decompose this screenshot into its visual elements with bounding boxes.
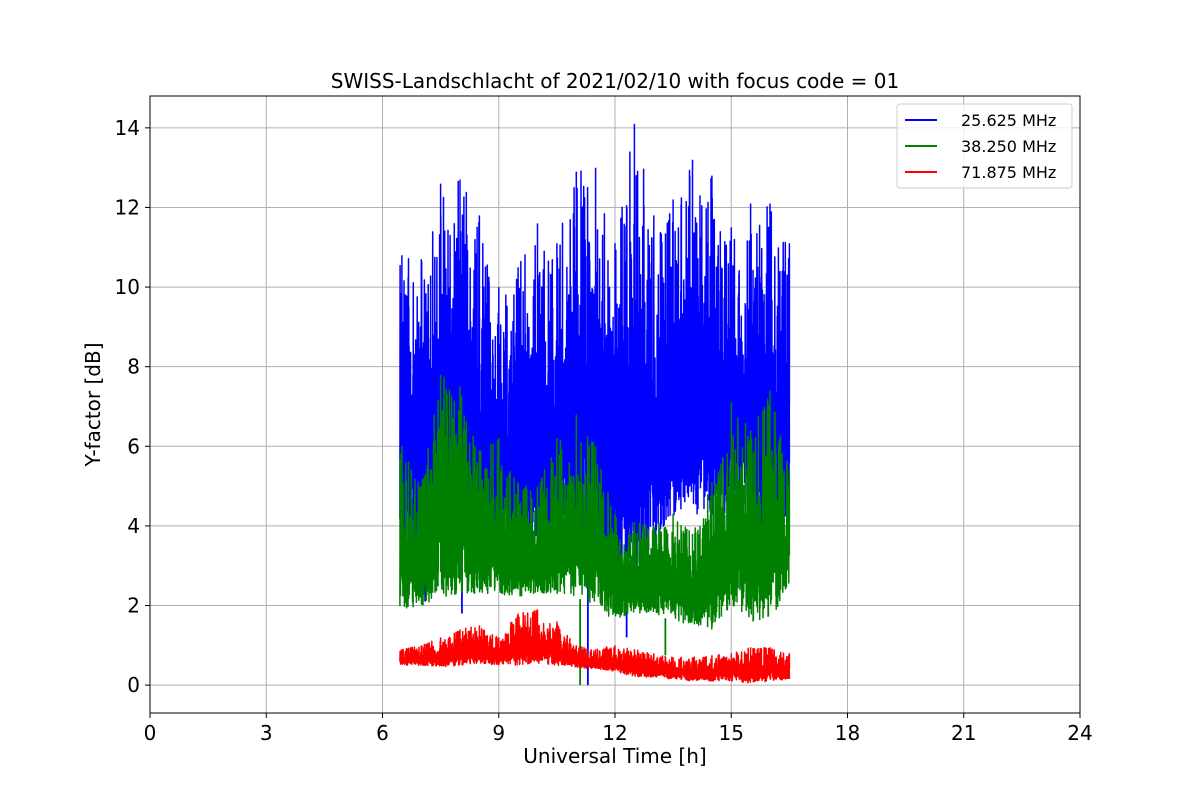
y-tick-label: 6: [127, 434, 140, 458]
legend-label: 25.625 MHz: [961, 111, 1056, 130]
x-tick-label: 12: [602, 721, 627, 745]
x-tick-label: 24: [1067, 721, 1092, 745]
y-tick-label: 12: [115, 195, 140, 219]
legend-box: [896, 103, 1073, 189]
y-axis-label: Y-factor [dB]: [81, 342, 105, 467]
y-tick-label: 0: [127, 673, 140, 697]
legend: 25.625 MHz 38.250 MHz 71.875 MHz: [896, 103, 1073, 189]
x-tick-label: 0: [144, 721, 157, 745]
y-tick-label: 4: [127, 514, 140, 538]
x-tick-label: 21: [951, 721, 976, 745]
chart-title: SWISS-Landschlacht of 2021/02/10 with fo…: [331, 69, 899, 93]
y-tick-label: 2: [127, 594, 140, 618]
x-tick-label: 18: [835, 721, 860, 745]
y-tick-label: 10: [115, 275, 140, 299]
legend-label: 71.875 MHz: [961, 163, 1056, 182]
x-tick-label: 9: [492, 721, 505, 745]
series-2-line: [399, 374, 791, 630]
series-3-line: [399, 609, 791, 684]
x-tick-label: 6: [376, 721, 389, 745]
x-axis-label: Universal Time [h]: [523, 744, 706, 768]
x-tick-label: 15: [719, 721, 744, 745]
x-tick-label: 3: [260, 721, 273, 745]
series-layer: [399, 123, 791, 686]
legend-label: 38.250 MHz: [961, 137, 1056, 156]
y-tick-label: 8: [127, 355, 140, 379]
y-tick-label: 14: [115, 116, 140, 140]
